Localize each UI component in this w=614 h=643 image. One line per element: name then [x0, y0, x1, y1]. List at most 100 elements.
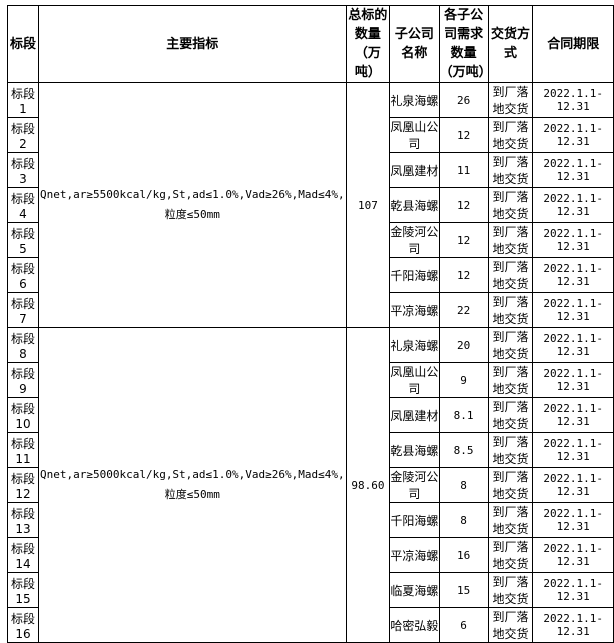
- subsidiary-cell: 千阳海螺: [389, 257, 440, 293]
- delivery-cell: 到厂落地交货: [487, 537, 534, 573]
- header-subsidiary-name: 子公司名称: [389, 5, 440, 83]
- table-row: 标段 13 千阳海螺 8 到厂落地交货 2022.1.1-12.31: [7, 502, 614, 538]
- table-row: 标段 2 凤凰山公司 12 到厂落地交货 2022.1.1-12.31: [7, 117, 614, 153]
- segment-cell: 标段 1: [7, 82, 39, 118]
- period-cell: 2022.1.1-12.31: [532, 117, 614, 153]
- delivery-cell: 到厂落地交货: [487, 222, 534, 258]
- quantity-cell: 12: [438, 257, 489, 293]
- table-row: 标段 8 Qnet,ar≥5000kcal/kg,St,ad≤1.0%,Vad≥2…: [7, 327, 614, 643]
- quantity-cell: 12: [438, 187, 489, 223]
- segment-cell: 标段 6: [7, 257, 39, 293]
- segment-cell: 标段 2: [7, 117, 39, 153]
- period-cell: 2022.1.1-12.31: [532, 187, 614, 223]
- segment-cell: 标段 14: [7, 537, 39, 573]
- quantity-cell: 11: [438, 152, 489, 188]
- delivery-cell: 到厂落地交货: [487, 292, 534, 328]
- total-cell: 98.60: [345, 327, 391, 643]
- quantity-cell: 9: [438, 362, 489, 398]
- quantity-cell: 22: [438, 292, 489, 328]
- header-total-quantity: 总标的数量（万吨）: [345, 5, 391, 83]
- table-row: 标段 7 平凉海螺 22 到厂落地交货 2022.1.1-12.31: [7, 292, 614, 328]
- subsidiary-cell: 凤凰建材: [389, 397, 440, 433]
- subsidiary-cell: 千阳海螺: [389, 502, 440, 538]
- subsidiary-cell: 礼泉海螺: [389, 82, 440, 118]
- segment-cell: 标段 4: [7, 187, 39, 223]
- table-row: 标段 6 千阳海螺 12 到厂落地交货 2022.1.1-12.31: [7, 257, 614, 293]
- subsidiary-cell: 凤凰建材: [389, 152, 440, 188]
- table-row: 标段 11 乾县海螺 8.5 到厂落地交货 2022.1.1-12.31: [7, 432, 614, 468]
- delivery-cell: 到厂落地交货: [487, 257, 534, 293]
- total-cell: 107: [345, 82, 391, 328]
- quantity-cell: 6: [438, 607, 489, 643]
- delivery-cell: 到厂落地交货: [487, 467, 534, 503]
- subsidiary-cell: 金陵河公司: [389, 467, 440, 503]
- subsidiary-cell: 凤凰山公司: [389, 117, 440, 153]
- subsidiary-cell: 礼泉海螺: [389, 327, 440, 363]
- header-contract-period: 合同期限: [532, 5, 614, 83]
- segment-cell: 标段 13: [7, 502, 39, 538]
- period-cell: 2022.1.1-12.31: [532, 327, 614, 363]
- subsidiary-cell: 金陵河公司: [389, 222, 440, 258]
- period-cell: 2022.1.1-12.31: [532, 467, 614, 503]
- spec-cell: Qnet,ar≥5500kcal/kg,St,ad≤1.0%,Vad≥26%,M…: [37, 82, 347, 328]
- delivery-cell: 到厂落地交货: [487, 117, 534, 153]
- header-segment: 标段: [7, 5, 39, 83]
- quantity-cell: 8: [438, 467, 489, 503]
- table-row: 标段 3 凤凰建材 11 到厂落地交货 2022.1.1-12.31: [7, 152, 614, 188]
- period-cell: 2022.1.1-12.31: [532, 222, 614, 258]
- period-cell: 2022.1.1-12.31: [532, 82, 614, 118]
- quantity-cell: 12: [438, 117, 489, 153]
- subsidiary-cell: 凤凰山公司: [389, 362, 440, 398]
- delivery-cell: 到厂落地交货: [487, 502, 534, 538]
- period-cell: 2022.1.1-12.31: [532, 537, 614, 573]
- quantity-cell: 8.1: [438, 397, 489, 433]
- segment-cell: 标段 10: [7, 397, 39, 433]
- subsidiary-cell: 乾县海螺: [389, 432, 440, 468]
- period-cell: 2022.1.1-12.31: [532, 432, 614, 468]
- table-row: 标段 9 凤凰山公司 9 到厂落地交货 2022.1.1-12.31: [7, 362, 614, 398]
- segment-cell: 标段 16: [7, 607, 39, 643]
- period-cell: 2022.1.1-12.31: [532, 257, 614, 293]
- quantity-cell: 8.5: [438, 432, 489, 468]
- table-row: 标段 1 Qnet,ar≥5500kcal/kg,St,ad≤1.0%,Vad≥2…: [7, 82, 614, 328]
- delivery-cell: 到厂落地交货: [487, 362, 534, 398]
- header-subsidiary-quantity: 各子公司需求数量（万吨）: [438, 5, 489, 83]
- quantity-cell: 20: [438, 327, 489, 363]
- subsidiary-cell: 乾县海螺: [389, 187, 440, 223]
- quantity-cell: 12: [438, 222, 489, 258]
- delivery-cell: 到厂落地交货: [487, 327, 534, 363]
- period-cell: 2022.1.1-12.31: [532, 397, 614, 433]
- subsidiary-cell: 哈密弘毅: [389, 607, 440, 643]
- delivery-cell: 到厂落地交货: [487, 607, 534, 643]
- subsidiary-cell: 平凉海螺: [389, 537, 440, 573]
- subsidiary-cell: 临夏海螺: [389, 572, 440, 608]
- delivery-cell: 到厂落地交货: [487, 432, 534, 468]
- delivery-cell: 到厂落地交货: [487, 572, 534, 608]
- segment-cell: 标段 15: [7, 572, 39, 608]
- table-row: 标段 12 金陵河公司 8 到厂落地交货 2022.1.1-12.31: [7, 467, 614, 503]
- segment-cell: 标段 11: [7, 432, 39, 468]
- segment-cell: 标段 8: [7, 327, 39, 363]
- table-row: 标段 5 金陵河公司 12 到厂落地交货 2022.1.1-12.31: [7, 222, 614, 258]
- period-cell: 2022.1.1-12.31: [532, 362, 614, 398]
- period-cell: 2022.1.1-12.31: [532, 502, 614, 538]
- segment-cell: 标段 5: [7, 222, 39, 258]
- subsidiary-cell: 平凉海螺: [389, 292, 440, 328]
- delivery-cell: 到厂落地交货: [487, 187, 534, 223]
- segment-cell: 标段 3: [7, 152, 39, 188]
- spec-cell: Qnet,ar≥5000kcal/kg,St,ad≤1.0%,Vad≥26%,M…: [37, 327, 347, 643]
- period-cell: 2022.1.1-12.31: [532, 152, 614, 188]
- delivery-cell: 到厂落地交货: [487, 82, 534, 118]
- period-cell: 2022.1.1-12.31: [532, 292, 614, 328]
- segment-cell: 标段 12: [7, 467, 39, 503]
- quantity-cell: 8: [438, 502, 489, 538]
- tender-table: 标段 主要指标 总标的数量（万吨） 子公司名称 各子公司需求数量（万吨） 交货方式 合同期限…: [7, 5, 614, 643]
- segment-cell: 标段 7: [7, 292, 39, 328]
- quantity-cell: 15: [438, 572, 489, 608]
- header-delivery-method: 交货方式: [487, 5, 534, 83]
- delivery-cell: 到厂落地交货: [487, 397, 534, 433]
- quantity-cell: 26: [438, 82, 489, 118]
- delivery-cell: 到厂落地交货: [487, 152, 534, 188]
- header-row: 标段 主要指标 总标的数量（万吨） 子公司名称 各子公司需求数量（万吨） 交货方式 合同期限: [7, 5, 614, 83]
- segment-cell: 标段 9: [7, 362, 39, 398]
